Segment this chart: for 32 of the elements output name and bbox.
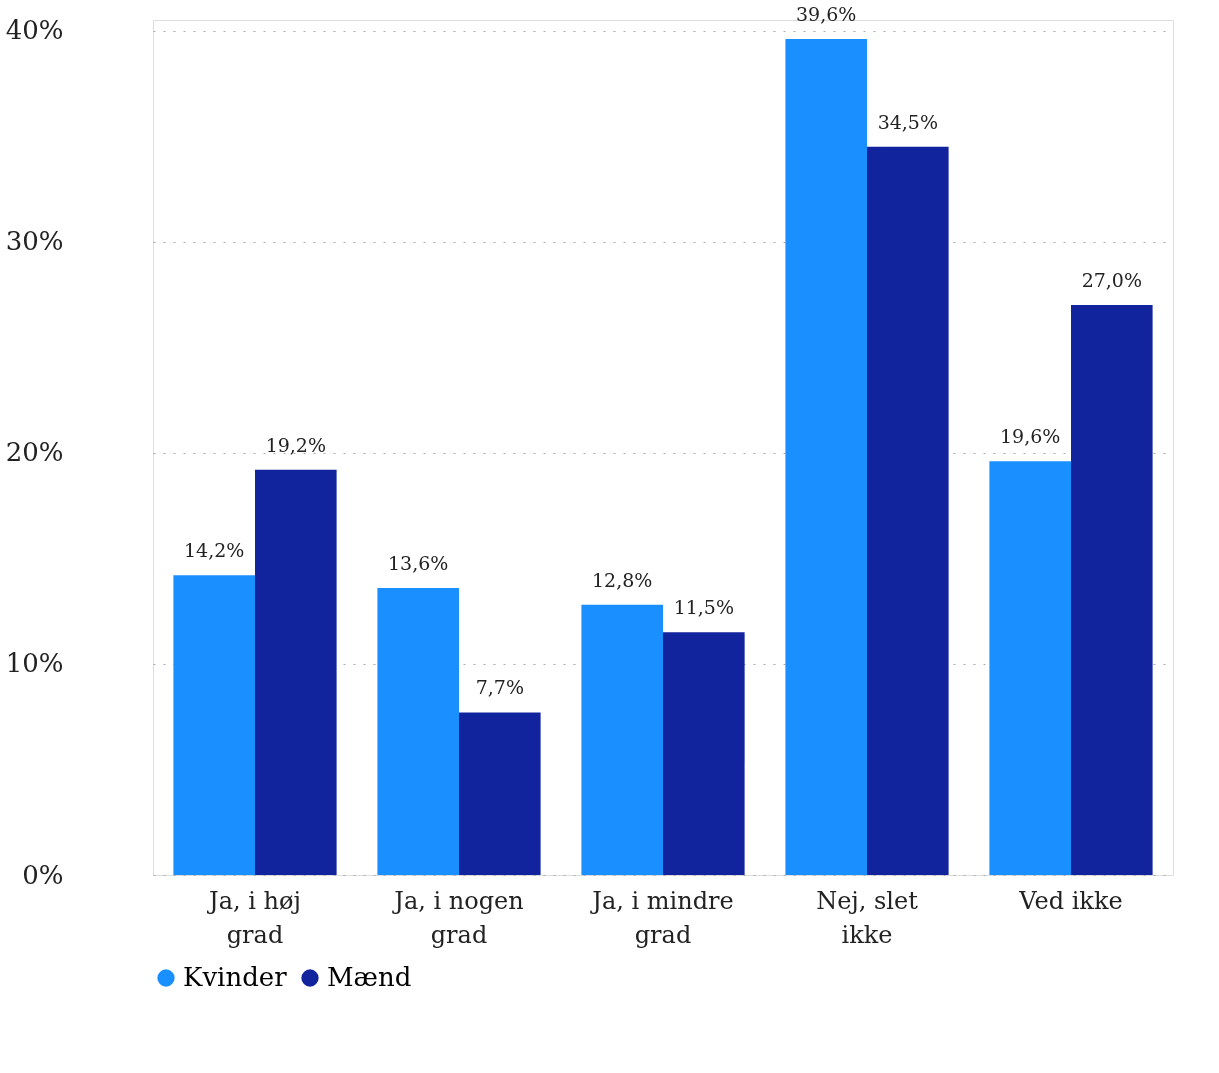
bar xyxy=(173,575,255,875)
bar xyxy=(255,469,337,875)
x-tick-label: Ved ikke xyxy=(1018,886,1123,915)
x-tick-label: Ja, i nogen grad xyxy=(391,886,524,949)
bar xyxy=(867,146,949,875)
data-label: 7,7% xyxy=(475,676,524,699)
data-label: 11,5% xyxy=(673,596,734,619)
y-tick-label: 20% xyxy=(5,437,64,468)
bar xyxy=(785,39,867,875)
x-tick-label: Ja, i høj grad xyxy=(206,886,301,949)
bar xyxy=(989,461,1071,875)
data-label: 14,2% xyxy=(184,539,245,562)
bar xyxy=(581,604,663,875)
data-label: 19,2% xyxy=(265,433,326,456)
y-tick-label: 10% xyxy=(5,648,64,679)
data-label: 19,6% xyxy=(1000,425,1061,448)
legend-label: Mænd xyxy=(327,962,412,992)
y-tick-label: 40% xyxy=(5,15,64,46)
bar xyxy=(663,632,745,875)
data-label: 13,6% xyxy=(388,551,449,574)
legend-label: Kvinder xyxy=(183,962,288,992)
data-label: 12,8% xyxy=(592,568,653,591)
x-tick-label: Nej, slet ikke xyxy=(816,886,919,949)
bar xyxy=(1071,305,1153,875)
data-label: 34,5% xyxy=(877,110,938,133)
data-label: 39,6% xyxy=(796,3,857,25)
bar xyxy=(377,587,459,875)
data-label: 27,0% xyxy=(1081,269,1142,291)
x-tick-label: Ja, i mindre grad xyxy=(589,886,734,949)
y-tick-label: 0% xyxy=(22,859,64,890)
bar xyxy=(459,712,541,875)
y-tick-label: 30% xyxy=(5,226,64,257)
